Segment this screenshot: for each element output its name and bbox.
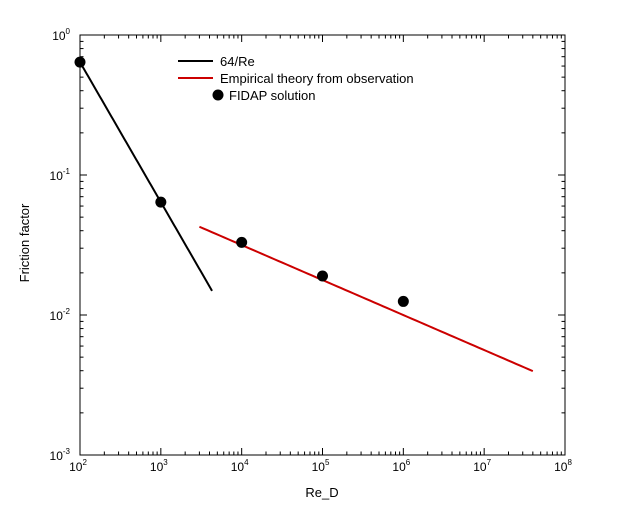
data-point	[317, 270, 328, 282]
x-axis-label: Re_D	[305, 485, 338, 500]
x-tick-label: 104	[231, 458, 249, 474]
y-tick-label: 10-2	[50, 307, 71, 323]
legend-label-3: FIDAP solution	[229, 88, 315, 103]
x-tick-label: 108	[554, 458, 572, 474]
x-tick-label: 107	[473, 458, 491, 474]
plot-frame	[79, 34, 566, 456]
legend-label-2: Empirical theory from observation	[220, 71, 414, 86]
data-point	[74, 56, 86, 68]
series-line-2	[199, 225, 534, 373]
y-tick-label: 10-1	[50, 167, 71, 183]
y-tick-label: 10-3	[50, 447, 71, 463]
data-point	[155, 196, 167, 208]
ticks-layer: 102 103 104 105 106 107 108 10-3 10-2 10-1 100	[50, 27, 573, 474]
x-tick-label: 105	[312, 458, 330, 474]
y-axis-label: Friction factor	[17, 203, 32, 282]
legend-label-1: 64/Re	[220, 54, 255, 69]
data-point	[397, 295, 409, 307]
series-layer	[74, 56, 534, 373]
y-tick-label: 100	[52, 27, 70, 43]
x-tick-label: 106	[392, 458, 410, 474]
x-tick-label: 103	[150, 458, 168, 474]
legend: 64/Re Empirical theory from observation FI…	[178, 54, 414, 103]
series-line-1	[79, 61, 213, 292]
data-point	[236, 236, 248, 248]
x-tick-label: 102	[69, 458, 87, 474]
legend-marker-3	[212, 89, 224, 101]
